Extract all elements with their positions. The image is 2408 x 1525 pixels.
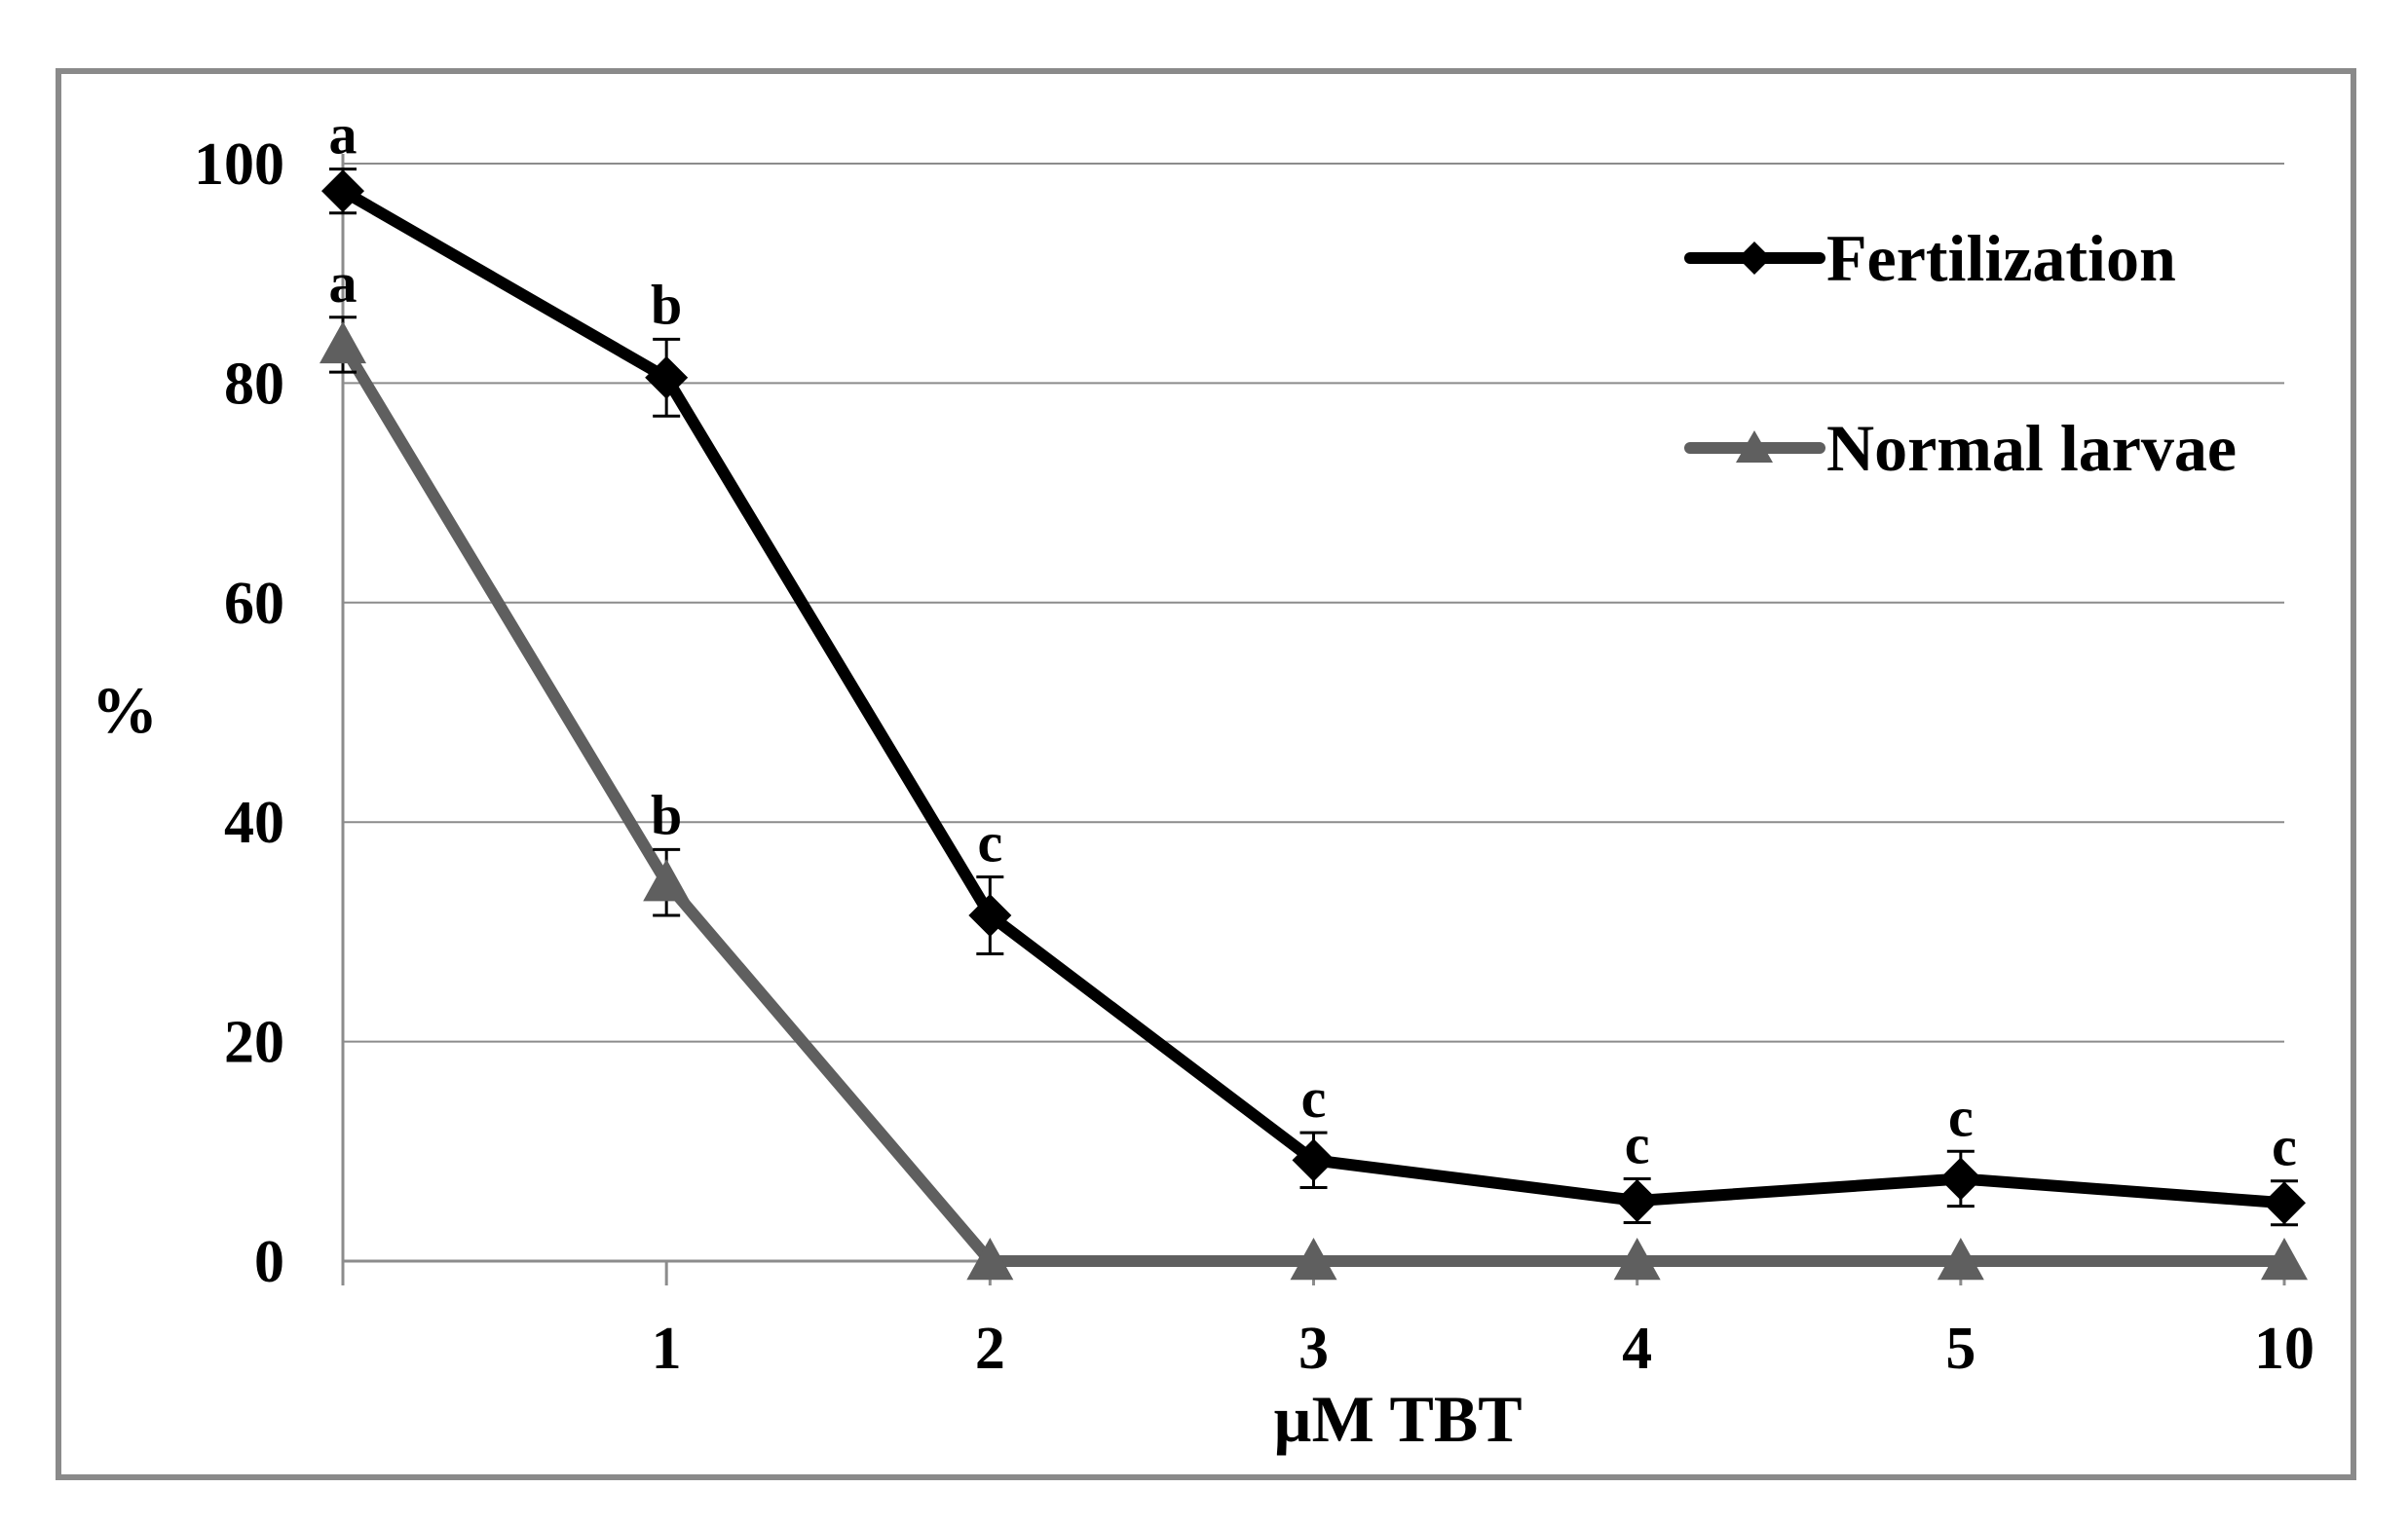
x-tick-label-5: 5 — [1945, 1316, 1975, 1382]
sig-label-fertilization-4: c — [1625, 1112, 1650, 1175]
y-tick-label-80: 80 — [224, 351, 284, 417]
data-point-normal-larvae-3 — [1290, 1238, 1337, 1281]
y-tick-label-40: 40 — [224, 790, 284, 856]
sig-label-fertilization-5: c — [1948, 1085, 1974, 1148]
legend-label-fertilization: Fertilization — [1826, 221, 2176, 295]
data-point-normal-larvae-2 — [966, 1238, 1014, 1281]
data-point-normal-larvae-0 — [320, 320, 366, 364]
x-tick-label-1: 1 — [652, 1316, 682, 1382]
data-point-fertilization-0 — [321, 169, 364, 213]
chart-frame — [56, 68, 2356, 1480]
sig-label-fertilization-2: c — [977, 811, 1002, 874]
sig-label-fertilization-10: c — [2272, 1115, 2297, 1178]
legend-item-normal-larvae: Normal larvae — [1684, 411, 2237, 485]
x-axis-title: µM TBT — [1273, 1382, 1522, 1456]
y-tick-labels: 0 20 40 60 80 100 — [194, 131, 284, 1295]
data-point-fertilization-3 — [1292, 1138, 1336, 1182]
data-point-fertilization-2 — [968, 893, 1012, 937]
data-point-fertilization-10 — [2263, 1181, 2306, 1225]
legend-marker-normal-larvae — [1736, 430, 1773, 463]
data-point-fertilization-4 — [1615, 1179, 1659, 1223]
data-point-normal-larvae-5 — [1937, 1238, 1984, 1281]
data-point-fertilization-1 — [645, 355, 689, 399]
sig-label-fertilization-3: c — [1301, 1066, 1327, 1130]
y-axis-title: % — [92, 673, 158, 747]
sig-label-normal-larvae-0: a — [329, 251, 357, 315]
legend: Fertilization Normal larvae — [1684, 221, 2237, 485]
x-tick-label-2: 2 — [975, 1316, 1005, 1382]
series-normal-larvae — [320, 316, 2308, 1281]
legend-item-fertilization: Fertilization — [1684, 221, 2176, 295]
sig-label-normal-larvae-1: b — [651, 783, 682, 846]
y-tick-label-0: 0 — [254, 1229, 284, 1295]
data-point-normal-larvae-4 — [1613, 1238, 1661, 1281]
x-tick-label-10: 10 — [2254, 1316, 2314, 1382]
series-layer — [320, 167, 2308, 1281]
series-fertilization — [321, 167, 2306, 1227]
sig-label-fertilization-0: a — [329, 103, 357, 167]
y-tick-label-60: 60 — [224, 571, 284, 637]
gridlines — [343, 163, 2284, 1043]
x-tick-label-3: 3 — [1298, 1316, 1329, 1382]
data-point-normal-larvae-10 — [2261, 1238, 2308, 1281]
y-tick-label-100: 100 — [194, 131, 284, 198]
data-point-normal-larvae-1 — [643, 859, 691, 902]
significance-labels: a b a b c c c c c — [329, 103, 2297, 1178]
y-tick-label-20: 20 — [224, 1010, 284, 1076]
sig-label-fertilization-1: b — [651, 273, 682, 336]
legend-label-normal-larvae: Normal larvae — [1826, 411, 2237, 485]
series-line-fertilization — [337, 185, 2290, 1209]
x-tick-labels: 1 2 3 4 5 10 — [652, 1316, 2314, 1382]
data-point-fertilization-5 — [1938, 1157, 1982, 1201]
x-tick-label-4: 4 — [1622, 1316, 1652, 1382]
legend-marker-fertilization — [1738, 242, 1771, 275]
